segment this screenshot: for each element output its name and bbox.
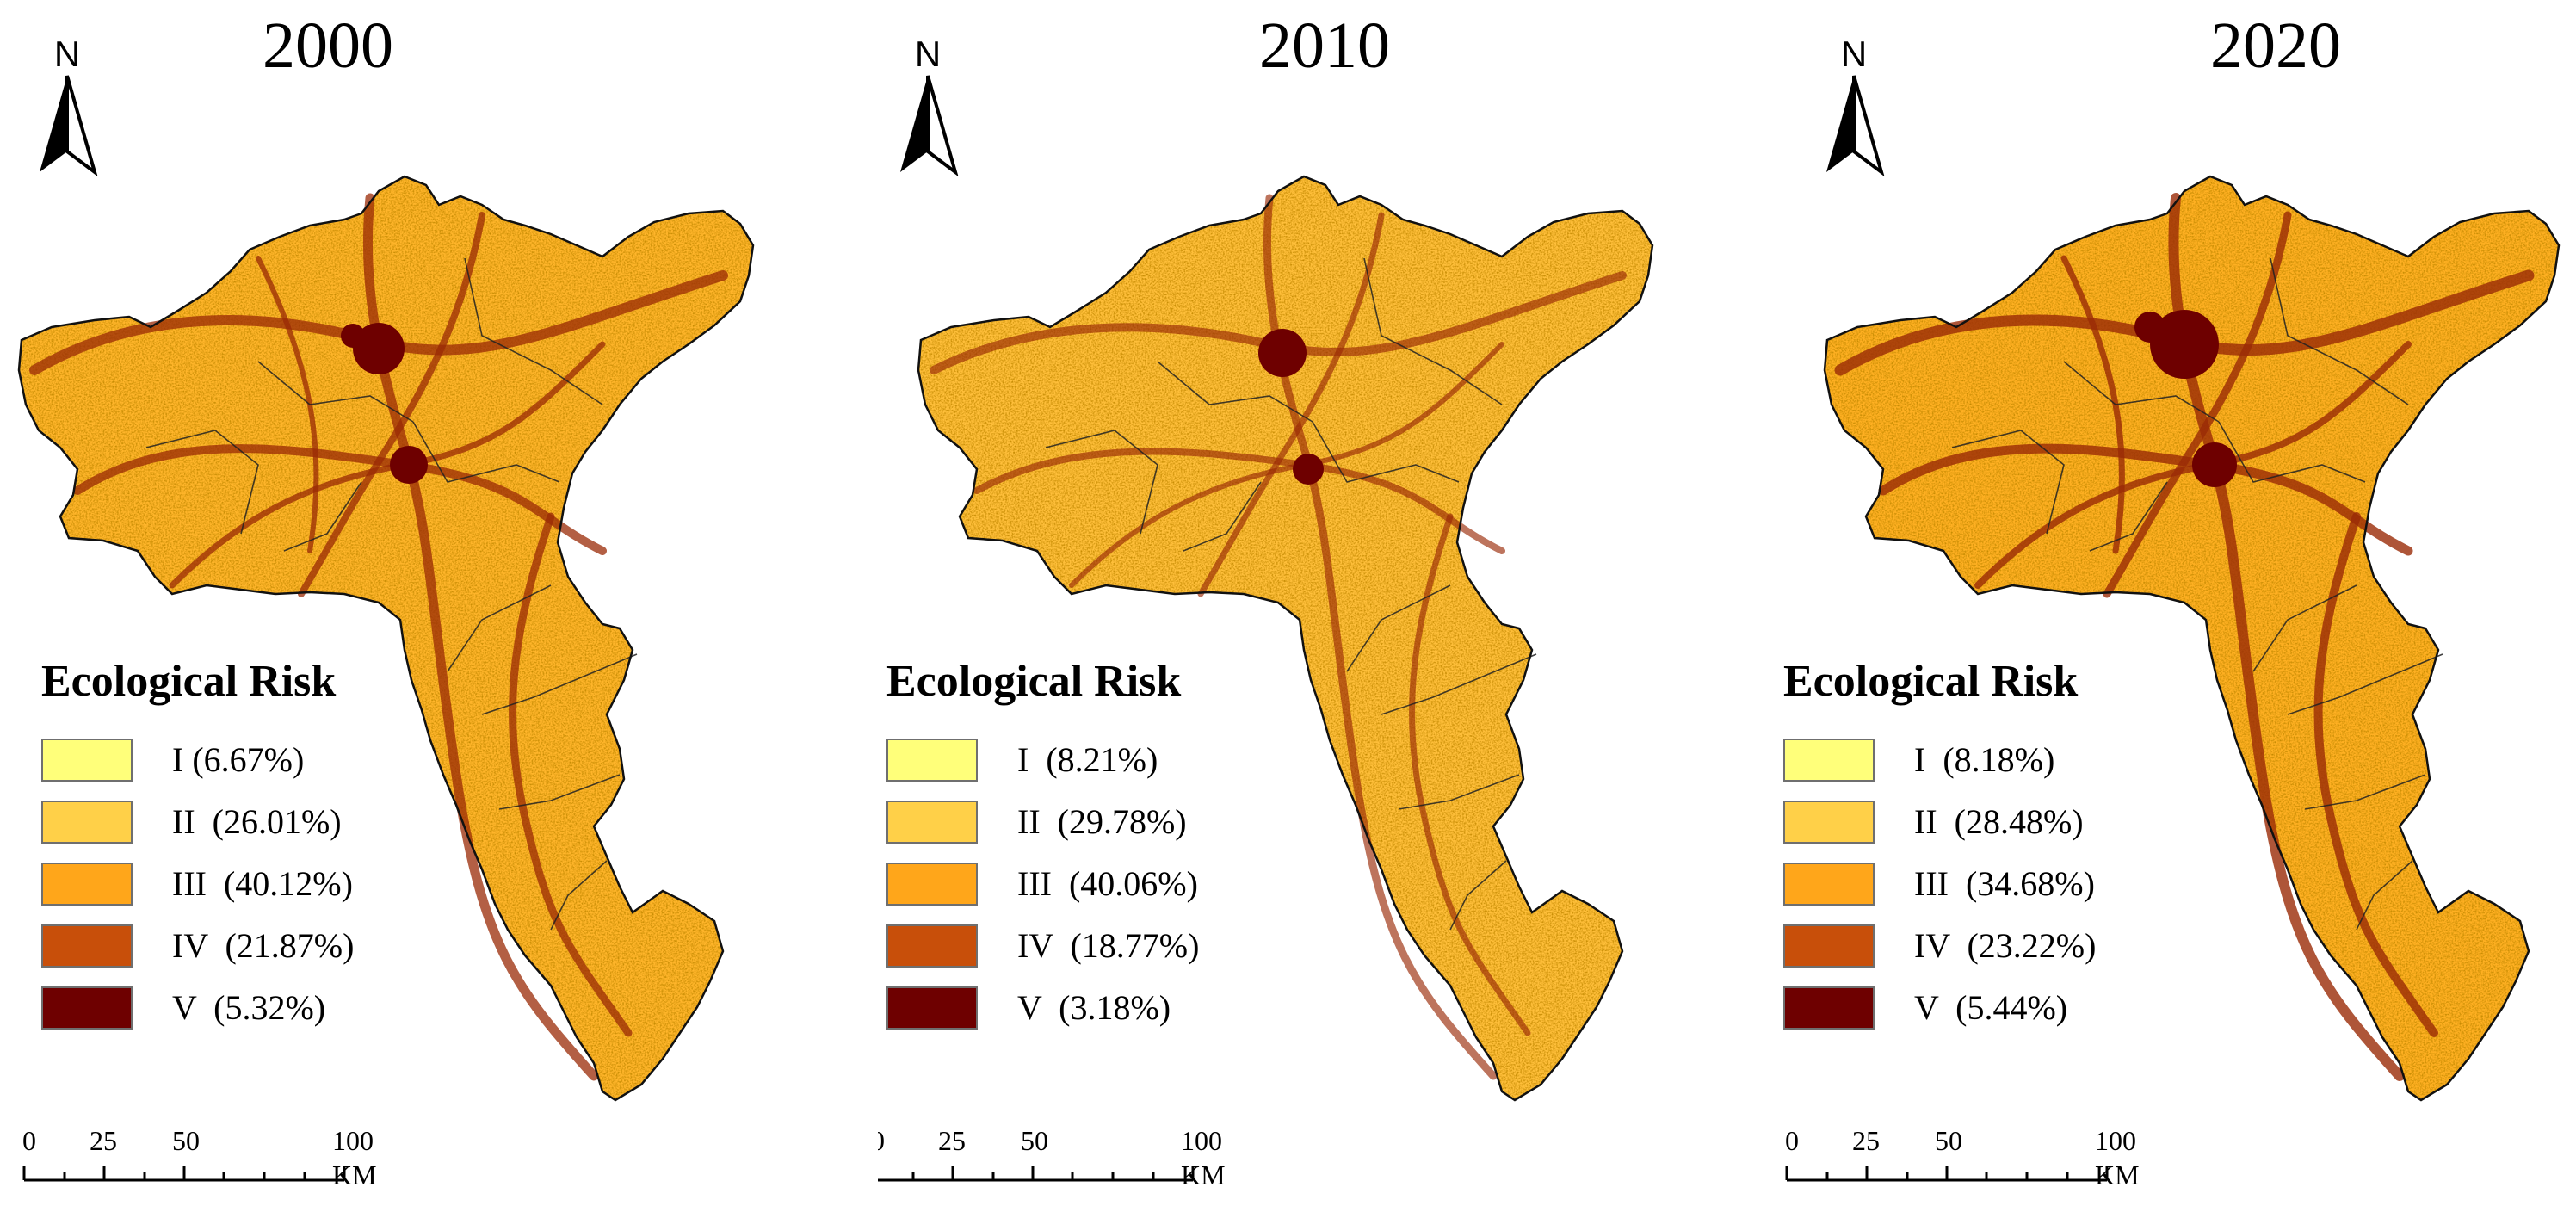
scale-tick-0: 0	[1785, 1125, 1799, 1156]
legend-label: II (26.01%)	[172, 802, 342, 841]
legend-item-I: I (6.67%)	[41, 730, 336, 792]
legend-item-I: I (8.18%)	[1783, 730, 2078, 792]
scale-bar-line	[22, 1166, 346, 1182]
legend-swatch	[41, 924, 133, 968]
legend-label: V (5.44%)	[1914, 988, 2068, 1027]
legend-item-II: II (29.78%)	[886, 792, 1187, 854]
region-map	[1823, 175, 2561, 1102]
legend-label: I (8.18%)	[1914, 740, 2055, 779]
legend-swatch	[886, 986, 978, 1030]
legend-label: V (3.18%)	[1017, 988, 1171, 1027]
legend-label: II (28.48%)	[1914, 802, 2084, 841]
legend-item-II: II (26.01%)	[41, 792, 342, 854]
legend-item-V: V (3.18%)	[886, 978, 1181, 1040]
north-label: N	[914, 34, 942, 74]
scale-tick-25: 25	[90, 1125, 117, 1156]
map-panel-2020: 2020 N Ecological Risk I (8.18%) II (28.…	[1718, 0, 2576, 1212]
legend-item-V: V (5.32%)	[41, 978, 336, 1040]
legend-label: IV (21.87%)	[172, 926, 355, 965]
legend-label: III (34.68%)	[1914, 864, 2095, 903]
legend-item-IV: IV (21.87%)	[41, 916, 354, 978]
legend-item-III: III (34.68%)	[1783, 854, 2095, 916]
legend-swatch	[886, 924, 978, 968]
scale-bar: 0 25 50 100 KM	[878, 1123, 1265, 1201]
north-arrow-icon	[40, 75, 98, 177]
scale-bar: 0 25 50 100 KM	[1783, 1123, 2179, 1201]
north-label: N	[53, 34, 81, 74]
legend-item-I: I (8.21%)	[886, 730, 1181, 792]
legend-swatch	[886, 739, 978, 782]
north-arrow: N	[33, 33, 102, 179]
legend-swatch	[886, 863, 978, 906]
legend-swatch	[1783, 986, 1875, 1030]
legend-label: V (5.32%)	[172, 988, 326, 1027]
scale-tick-25: 25	[938, 1125, 966, 1156]
legend-label: I (6.67%)	[172, 740, 305, 779]
legend-label: II (29.78%)	[1017, 802, 1187, 841]
legend: Ecological Risk I (8.21%) II (29.78%) II…	[886, 656, 1199, 1040]
legend: Ecological Risk I (6.67%) II (26.01%) II…	[41, 656, 354, 1040]
north-arrow-icon	[900, 75, 959, 177]
legend-swatch	[41, 986, 133, 1030]
legend-label: III (40.12%)	[172, 864, 353, 903]
legend-swatch	[41, 863, 133, 906]
scale-tick-50: 50	[1935, 1125, 1962, 1156]
map-panel-2000: 2000 N Ecological Risk I (6.67%) II (26.…	[0, 0, 858, 1212]
legend-swatch	[1783, 801, 1875, 844]
legend-title: Ecological Risk	[886, 657, 1182, 706]
scale-tick-50: 50	[1021, 1125, 1048, 1156]
region-map	[917, 175, 1654, 1102]
legend-title: Ecological Risk	[41, 657, 337, 706]
legend-swatch	[1783, 863, 1875, 906]
map-panel-2010: 2010 N Ecological Risk I (8.21%) II (29.…	[878, 0, 1736, 1212]
legend-swatch	[41, 801, 133, 844]
scale-tick-0: 0	[878, 1125, 885, 1156]
north-label: N	[1840, 34, 1868, 74]
scale-tick-100: 100 KM	[1181, 1125, 1226, 1190]
north-arrow: N	[893, 33, 962, 179]
legend-label: IV (18.77%)	[1017, 926, 1200, 965]
legend: Ecological Risk I (8.18%) II (28.48%) II…	[1783, 656, 2096, 1040]
scale-bar: 0 25 50 100 KM	[21, 1123, 417, 1201]
legend-swatch	[41, 739, 133, 782]
legend-item-IV: IV (23.22%)	[1783, 916, 2096, 978]
north-arrow: N	[1819, 33, 1888, 179]
legend-label: I (8.21%)	[1017, 740, 1158, 779]
legend-swatch	[1783, 924, 1875, 968]
scale-tick-0: 0	[22, 1125, 36, 1156]
legend-item-V: V (5.44%)	[1783, 978, 2078, 1040]
scale-tick-50: 50	[172, 1125, 200, 1156]
legend-label: III (40.06%)	[1017, 864, 1198, 903]
panel-year-title: 2010	[1259, 9, 1390, 82]
legend-swatch	[1783, 739, 1875, 782]
legend-item-IV: IV (18.77%)	[886, 916, 1199, 978]
scale-bar-line	[1785, 1166, 2109, 1182]
scale-tick-25: 25	[1852, 1125, 1880, 1156]
legend-label: IV (23.22%)	[1914, 926, 2097, 965]
scale-tick-100: 100 KM	[332, 1125, 377, 1190]
legend-swatch	[886, 801, 978, 844]
panel-year-title: 2000	[263, 9, 393, 82]
scale-bar-line	[878, 1166, 1195, 1182]
legend-title: Ecological Risk	[1783, 657, 2079, 706]
north-arrow-icon	[1826, 75, 1885, 177]
legend-item-III: III (40.06%)	[886, 854, 1198, 916]
region-map	[17, 175, 755, 1102]
legend-item-III: III (40.12%)	[41, 854, 353, 916]
scale-tick-100: 100 KM	[2095, 1125, 2140, 1190]
legend-item-II: II (28.48%)	[1783, 792, 2084, 854]
panel-year-title: 2020	[2210, 9, 2341, 82]
